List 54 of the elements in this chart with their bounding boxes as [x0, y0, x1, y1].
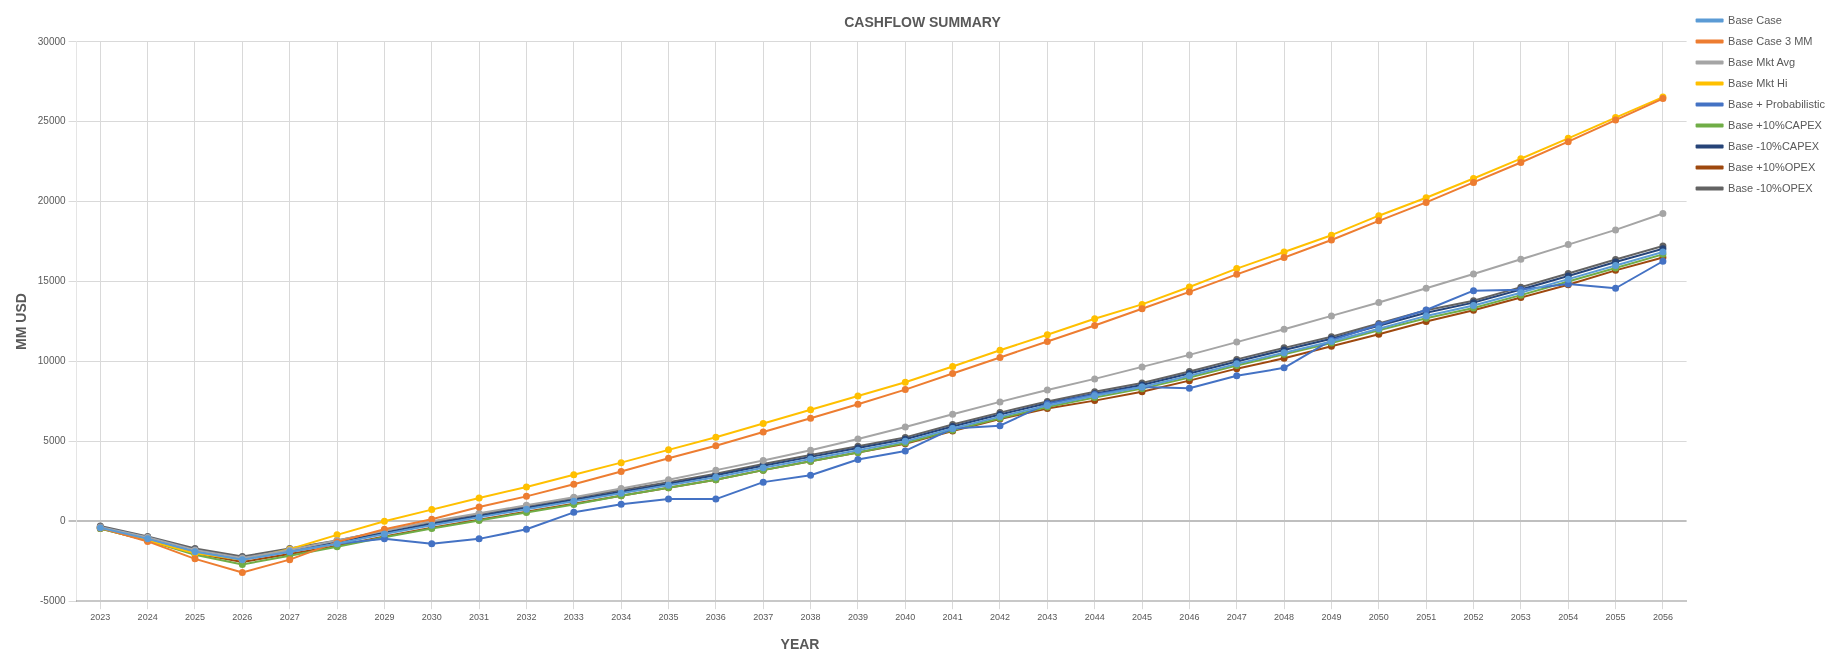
x-axis-title: YEAR	[779, 636, 821, 652]
x-tick-label: 2036	[705, 612, 726, 623]
x-tick-label: 2051	[1416, 612, 1437, 623]
legend-label: Base Case	[1728, 13, 1782, 26]
x-tick-label: 2042	[989, 612, 1010, 623]
chart-title: CASHFLOW SUMMARY	[844, 14, 1002, 31]
x-tick-label: 2043	[1037, 612, 1058, 623]
x-tick-label: 2045	[1132, 612, 1153, 623]
legend-label: Base -10%CAPEX	[1728, 139, 1820, 152]
x-tick-label: 2050	[1368, 612, 1389, 623]
y-tick-label: 0	[60, 515, 67, 527]
legend-label: Base +10%OPEX	[1728, 160, 1816, 173]
x-tick-label: 2028	[327, 612, 348, 623]
x-tick-label: 2038	[800, 612, 821, 623]
x-tick-label: 2027	[279, 612, 300, 623]
x-tick-label: 2031	[469, 612, 490, 623]
x-tick-label: 2035	[658, 612, 679, 623]
x-tick-label: 2053	[1510, 612, 1531, 623]
x-tick-label: 2032	[516, 612, 537, 623]
y-tick-label: 15000	[37, 275, 67, 287]
x-tick-label: 2048	[1274, 612, 1295, 623]
x-tick-label: 2040	[895, 612, 916, 623]
x-tick-label: 2041	[942, 612, 963, 623]
x-tick-label: 2052	[1463, 612, 1484, 623]
x-tick-label: 2049	[1321, 612, 1342, 623]
x-tick-label: 2044	[1084, 612, 1105, 623]
x-tick-label: 2046	[1179, 612, 1200, 623]
x-tick-label: 2026	[232, 612, 253, 623]
y-tick-label: 20000	[37, 195, 67, 207]
x-tick-label: 2054	[1558, 612, 1579, 623]
legend-label: Base + Probabilistic	[1728, 97, 1826, 110]
x-tick-label: 2056	[1652, 612, 1673, 623]
x-tick-label: 2034	[611, 612, 632, 623]
y-tick-label: 25000	[37, 115, 67, 127]
y-axis-title: MM USD	[13, 293, 30, 350]
x-tick-label: 2030	[421, 612, 442, 623]
y-tick-label: 30000	[37, 35, 67, 47]
y-tick-label: -5000	[40, 594, 67, 606]
legend-label: Base +10%CAPEX	[1728, 118, 1823, 131]
x-tick-label: 2037	[753, 612, 774, 623]
x-tick-label: 2029	[374, 612, 395, 623]
legend-label: Base Mkt Avg	[1728, 55, 1796, 68]
x-tick-label: 2039	[847, 612, 868, 623]
y-tick-label: 5000	[43, 435, 67, 447]
x-tick-label: 2023	[90, 612, 111, 623]
x-tick-label: 2047	[1226, 612, 1247, 623]
x-tick-label: 2025	[184, 612, 205, 623]
y-tick-label: 10000	[37, 355, 67, 367]
legend-label: Base Case 3 MM	[1728, 34, 1813, 47]
x-tick-label: 2055	[1605, 612, 1626, 623]
x-tick-label: 2024	[137, 612, 158, 623]
x-tick-label: 2033	[563, 612, 584, 623]
legend-label: Base Mkt Hi	[1728, 76, 1788, 89]
legend-label: Base -10%OPEX	[1728, 181, 1814, 194]
